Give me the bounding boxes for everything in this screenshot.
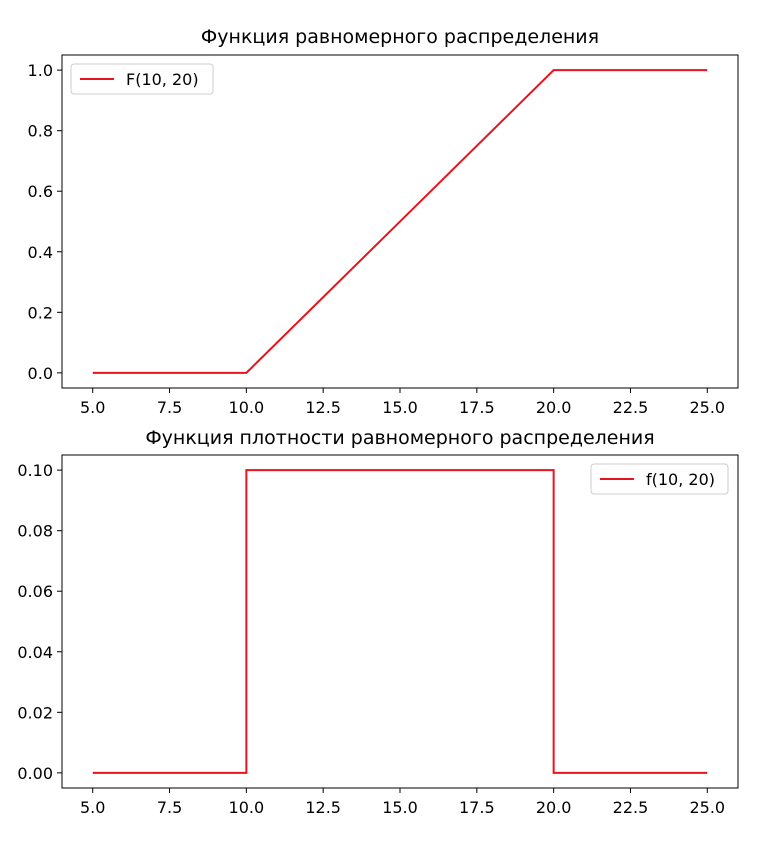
chart-cdf-y-axis: 0.0 0.2 0.4 0.6 0.8 1.0 [28,61,62,383]
x-tick-label: 5.0 [80,798,105,817]
y-tick-label: 0.02 [17,703,53,722]
chart-cdf: Функция равномерного распределения 5.0 7.… [28,26,739,417]
chart-cdf-x-axis: 5.0 7.5 10.0 12.5 15.0 17.5 20.0 22.5 25.0 [80,388,725,417]
x-tick-label: 12.5 [305,798,341,817]
x-tick-label: 17.5 [459,398,495,417]
chart-cdf-series [92,69,708,374]
x-tick-label: 17.5 [459,798,495,817]
y-tick-label: 0.10 [17,461,53,480]
series-line [92,69,708,374]
x-tick-label: 25.0 [689,398,725,417]
x-tick-label: 7.5 [157,798,182,817]
x-tick-label: 22.5 [613,398,649,417]
chart-pdf-x-axis: 5.0 7.5 10.0 12.5 15.0 17.5 20.0 22.5 25.0 [80,788,725,817]
chart-pdf-axes-frame [61,454,739,789]
x-tick-label: 12.5 [305,398,341,417]
series-line [92,469,708,774]
y-tick-label: 0.6 [28,182,53,201]
legend-box [70,63,214,95]
chart-cdf-legend: F(10, 20) [70,63,214,95]
chart-cdf-title: Функция равномерного распределения [201,26,599,48]
y-tick-label: 0.08 [17,522,53,541]
legend-label: F(10, 20) [126,70,199,89]
y-tick-label: 0.8 [28,122,53,141]
y-tick-label: 1.0 [28,61,53,80]
y-tick-label: 0.00 [17,764,53,783]
y-tick-label: 0.4 [28,243,53,262]
x-tick-label: 7.5 [157,398,182,417]
y-tick-label: 0.06 [17,582,53,601]
chart-pdf-y-axis: 0.00 0.02 0.04 0.06 0.08 0.10 [17,461,62,783]
x-tick-label: 20.0 [536,398,572,417]
x-tick-label: 20.0 [536,798,572,817]
x-tick-label: 22.5 [613,798,649,817]
x-tick-label: 10.0 [229,398,265,417]
legend-box [590,463,729,495]
x-tick-label: 5.0 [80,398,105,417]
chart-pdf-series [92,469,708,774]
legend-label: f(10, 20) [646,470,715,489]
y-tick-label: 0.04 [17,643,53,662]
x-tick-label: 15.0 [382,798,418,817]
x-tick-label: 15.0 [382,398,418,417]
chart-pdf-title: Функция плотности равномерного распредел… [145,427,654,449]
chart-pdf-legend: f(10, 20) [590,463,729,495]
y-tick-label: 0.2 [28,303,53,322]
x-tick-label: 10.0 [229,798,265,817]
y-tick-label: 0.0 [28,364,53,383]
chart-cdf-axes-frame [61,54,739,389]
chart-pdf: Функция плотности равномерного распредел… [17,427,739,817]
x-tick-label: 25.0 [689,798,725,817]
chart-pdf-plot-area [62,455,738,788]
